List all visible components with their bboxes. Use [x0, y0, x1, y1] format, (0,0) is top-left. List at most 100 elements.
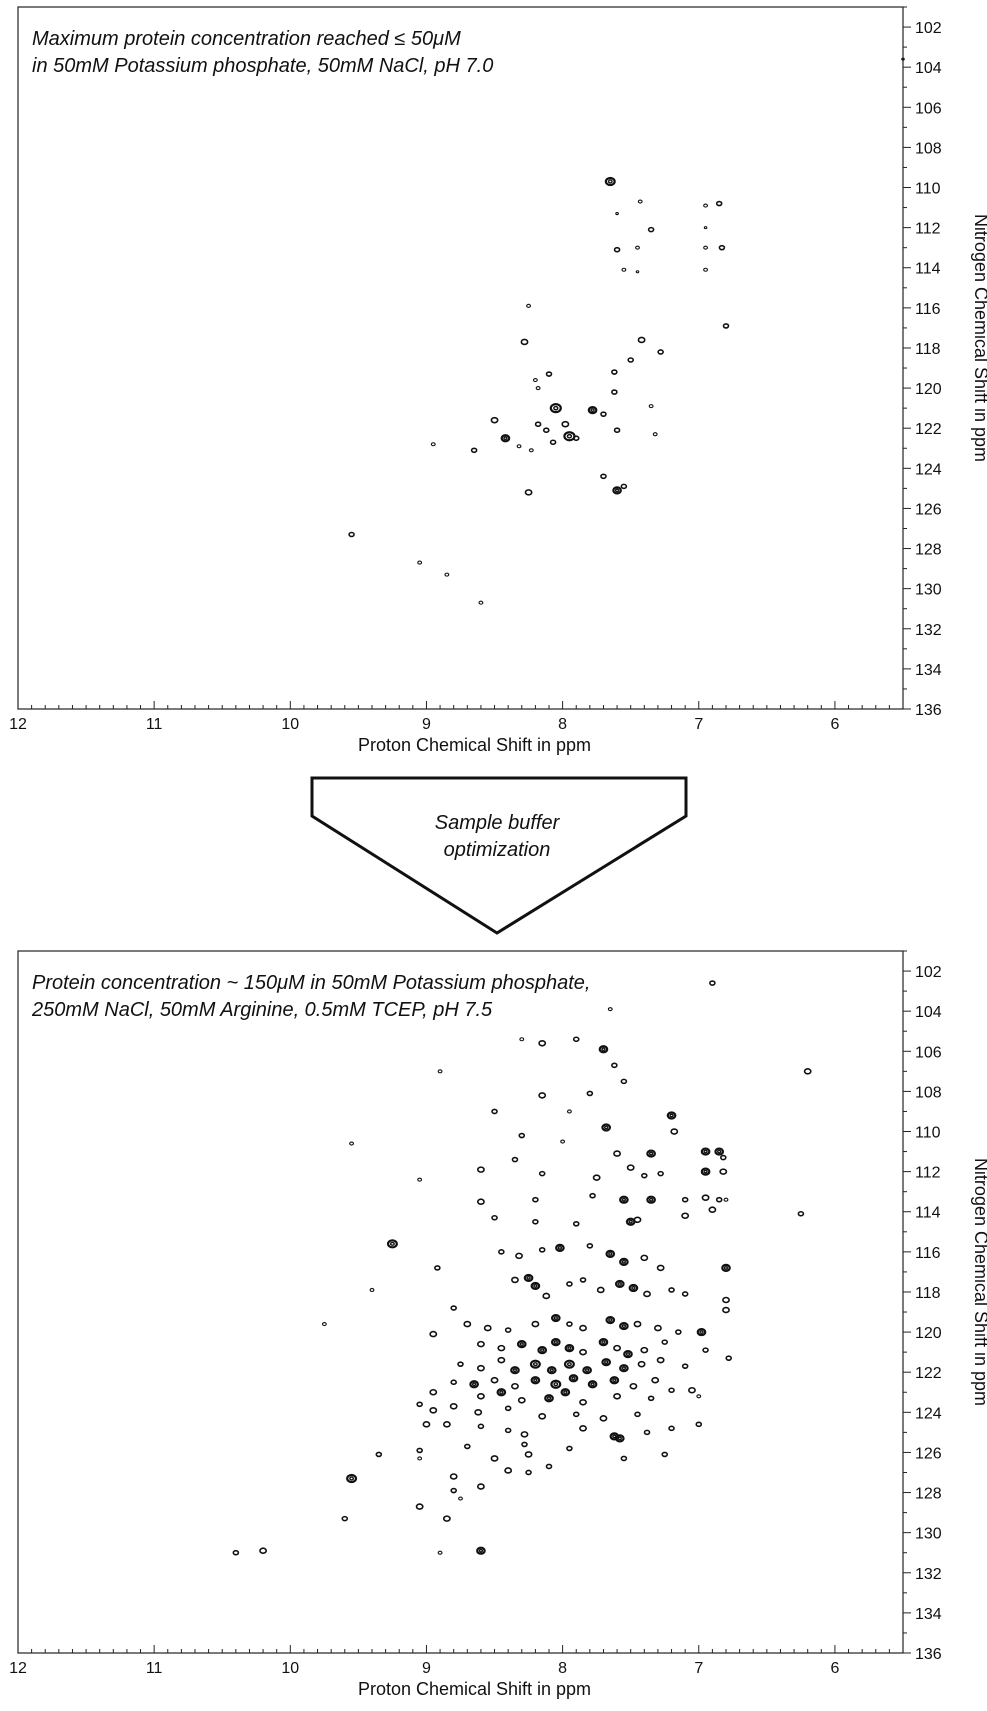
hsqc-peak [478, 600, 484, 605]
y-tick-label: 124 [915, 1405, 942, 1422]
hsqc-peak [612, 486, 622, 495]
hsqc-peak [614, 1279, 625, 1289]
hsqc-peak [497, 1356, 506, 1364]
hsqc-peak [719, 1154, 727, 1161]
hsqc-peak-inner-contour [557, 1245, 563, 1250]
hsqc-peak [417, 1177, 423, 1182]
hsqc-peak [516, 444, 522, 449]
hsqc-peak [422, 1421, 431, 1428]
hsqc-peak [611, 389, 618, 395]
hsqc-peak [542, 1292, 551, 1300]
hsqc-peak [504, 1327, 512, 1333]
hsqc-peak [701, 1194, 710, 1202]
y-tick-label: 102 [915, 20, 942, 37]
hsqc-peak [417, 560, 423, 565]
x-tick-label: 7 [694, 1660, 703, 1677]
hsqc-peak [579, 1425, 587, 1432]
condition-annotation-line: in 50mM Potassium phosphate, 50mM NaCl, … [32, 55, 493, 77]
hsqc-peak-inner-contour [549, 1368, 554, 1373]
hsqc-peak [563, 431, 576, 442]
hsqc-peak-inner-contour [503, 436, 508, 441]
hsqc-peak [681, 1196, 689, 1203]
hsqc-peak [490, 1376, 499, 1384]
hsqc-peak [681, 1291, 689, 1297]
x-axis-title: Proton Chemical Shift in ppm [358, 735, 591, 755]
hsqc-peak [511, 1156, 519, 1163]
hsqc-peak [596, 1286, 605, 1294]
hsqc-peak-inner-contour [617, 1436, 622, 1441]
hsqc-peak-inner-contour [601, 1340, 606, 1345]
hsqc-peak-inner-contour [603, 1360, 609, 1365]
hsqc-peak [442, 1421, 451, 1428]
hsqc-peak [321, 1322, 327, 1327]
hsqc-peak [718, 244, 726, 251]
hsqc-peak [450, 1487, 457, 1494]
hsqc-peak-inner-contour [571, 1376, 576, 1381]
hsqc-peak [714, 1147, 725, 1156]
hsqc-peak [641, 1172, 648, 1179]
hsqc-peak-inner-contour [612, 1378, 617, 1383]
hsqc-peak [647, 1395, 655, 1402]
y-tick-label: 130 [915, 1526, 942, 1543]
hsqc-peak [722, 1296, 730, 1304]
x-tick-label: 6 [830, 1660, 839, 1677]
y-tick-label: 118 [915, 341, 941, 358]
y-tick-label: 132 [915, 1566, 942, 1583]
hsqc-peak-inner-contour [590, 1382, 595, 1387]
hsqc-peak [592, 1174, 601, 1181]
hsqc-peak-inner-contour [669, 1113, 674, 1118]
hsqc-peak [688, 1386, 696, 1394]
hsqc-peak [550, 1379, 562, 1389]
hsqc-peak-inner-contour [471, 1382, 477, 1387]
hsqc-peak-inner-contour [621, 1366, 627, 1371]
hsqc-peak-inner-contour [628, 1219, 633, 1224]
hsqc-peak [598, 1338, 609, 1347]
hsqc-peak [589, 1192, 596, 1199]
hsqc-peak [515, 1252, 523, 1260]
hsqc-peak [520, 1431, 529, 1438]
hsqc-peak [646, 1195, 656, 1204]
hsqc-peak [417, 1456, 423, 1461]
y-tick-label: 130 [915, 582, 942, 599]
hsqc-peak [633, 1216, 642, 1224]
hsqc-peak [511, 1276, 519, 1284]
hsqc-peak-inner-contour [601, 1047, 606, 1052]
hsqc-peak [579, 1398, 587, 1406]
hsqc-peak [341, 1515, 349, 1522]
hsqc-peak [613, 246, 621, 253]
y-tick-label: 122 [915, 1365, 942, 1382]
hsqc-peak [430, 442, 436, 447]
hsqc-peak [542, 427, 550, 434]
hsqc-peak [416, 1401, 423, 1408]
hsqc-peak-inner-contour [621, 1259, 627, 1264]
hsqc-peak-inner-contour [631, 1286, 636, 1290]
hsqc-peak [449, 1402, 458, 1410]
hsqc-peak [469, 1380, 479, 1389]
hsqc-peak-inner-contour [723, 1266, 729, 1270]
hsqc-peak [635, 270, 640, 274]
hsqc-peak [619, 1321, 629, 1331]
hsqc-peak-inner-contour [567, 1346, 572, 1351]
hsqc-peak-inner-contour [512, 1368, 518, 1373]
hsqc-peak-inner-contour [553, 1316, 559, 1320]
hsqc-peak [648, 404, 654, 409]
hsqc-peak [437, 1069, 443, 1074]
hsqc-peak [531, 1320, 540, 1328]
hsqc-peak [605, 1315, 616, 1325]
x-tick-label: 10 [281, 716, 299, 733]
hsqc-peak [476, 1198, 485, 1206]
hsqc-peak [529, 1359, 541, 1369]
hsqc-peak [623, 1350, 633, 1359]
hsqc-peak [703, 267, 709, 272]
y-tick-label: 128 [915, 1486, 942, 1503]
hsqc-peak [653, 1324, 662, 1332]
hsqc-peak-inner-contour [607, 179, 613, 184]
y-tick-label: 124 [915, 461, 942, 478]
hsqc-peak [549, 403, 562, 414]
hsqc-peak [600, 473, 607, 480]
hsqc-peak [521, 1441, 528, 1448]
hsqc-peak [545, 371, 553, 377]
hsqc-peak [563, 1359, 575, 1369]
hsqc-peak [532, 378, 538, 383]
